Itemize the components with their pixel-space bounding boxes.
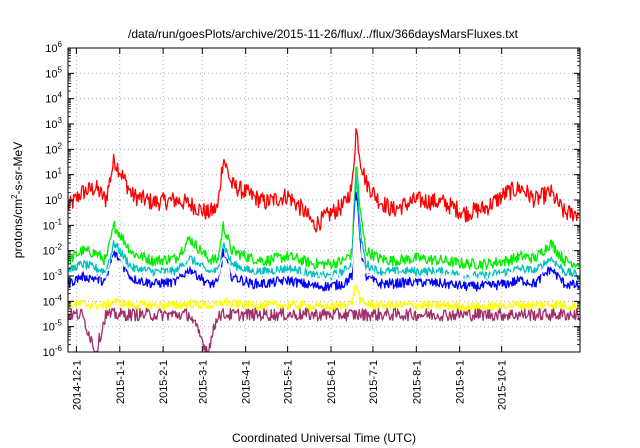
x-tick-label: 2014-12-1 bbox=[71, 360, 83, 410]
y-tick-label: 10-1 bbox=[43, 217, 63, 232]
x-tick-label: 2015-3-1 bbox=[197, 360, 209, 404]
x-tick-label: 2015-4-1 bbox=[241, 360, 253, 404]
y-tick-label: 10-2 bbox=[43, 243, 63, 258]
series-line-6 bbox=[67, 284, 580, 312]
x-tick-label: 2015-2-1 bbox=[158, 360, 170, 404]
x-axis-label: Coordinated Universal Time (UTC) bbox=[232, 431, 416, 445]
series-line-1 bbox=[67, 128, 580, 233]
series-line-4 bbox=[67, 191, 580, 292]
x-axis: 2014-12-1 2015-1-1 2015-2-1 2015-3-1 2015-4-… bbox=[71, 48, 509, 410]
y-tick-label: 103 bbox=[45, 116, 62, 131]
series-line-5 bbox=[67, 200, 580, 283]
y-tick-label: 10-4 bbox=[43, 293, 63, 308]
y-tick-label: 100 bbox=[45, 192, 62, 207]
y-axis-label-rest: -s-sr-MeV bbox=[11, 142, 25, 195]
y-tick-label: 10-5 bbox=[43, 319, 63, 334]
x-tick-label: 2015-1-1 bbox=[115, 360, 127, 404]
y-axis-label: protons/cm2-s-sr-MeV bbox=[10, 142, 25, 258]
y-tick-label: 101 bbox=[45, 167, 62, 182]
chart-title: /data/run/goesPlots/archive/2015-11-26/f… bbox=[128, 27, 519, 41]
series-line-2 bbox=[67, 166, 580, 271]
y-tick-label: 102 bbox=[45, 141, 62, 156]
series-group bbox=[67, 128, 580, 353]
y-axis: 10-6 10-5 10-4 10-3 10-2 10-1 100 101 102 103 104 1… bbox=[43, 40, 580, 359]
y-axis-label-sup: 2 bbox=[10, 194, 19, 199]
y-tick-label: 106 bbox=[45, 40, 62, 55]
series-line-7 bbox=[67, 307, 580, 353]
x-tick-label: 2015-10-1 bbox=[497, 360, 509, 410]
x-tick-label: 2015-9-1 bbox=[455, 360, 467, 404]
x-tick-label: 2015-6-1 bbox=[326, 360, 338, 404]
y-tick-label: 10-3 bbox=[43, 268, 63, 283]
x-tick-label: 2015-8-1 bbox=[411, 360, 423, 404]
x-tick-label: 2015-5-1 bbox=[283, 360, 295, 404]
y-tick-label: 10-6 bbox=[43, 344, 63, 359]
x-tick-label: 2015-7-1 bbox=[368, 360, 380, 404]
series-line-3 bbox=[67, 176, 580, 282]
y-tick-label: 104 bbox=[45, 91, 62, 106]
y-axis-label-base: protons/cm bbox=[11, 199, 25, 258]
y-tick-label: 105 bbox=[45, 65, 62, 80]
